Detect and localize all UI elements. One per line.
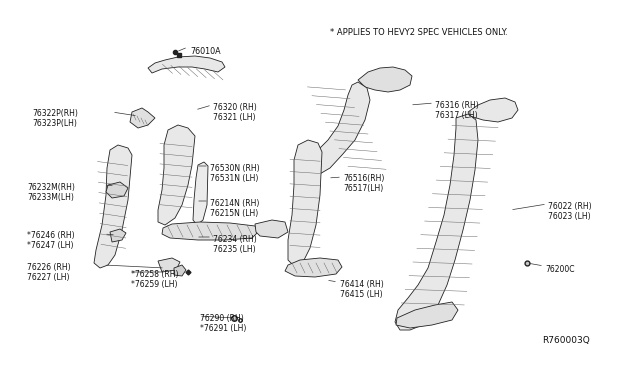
Polygon shape	[396, 302, 458, 328]
Polygon shape	[158, 258, 180, 272]
Polygon shape	[106, 182, 128, 198]
Text: 76530N (RH)
76531N (LH): 76530N (RH) 76531N (LH)	[210, 164, 260, 183]
Text: 76316 (RH)
76317 (LH): 76316 (RH) 76317 (LH)	[435, 101, 479, 121]
Text: 76234 (RH)
76235 (LH): 76234 (RH) 76235 (LH)	[213, 235, 257, 254]
Text: 76516(RH)
76517(LH): 76516(RH) 76517(LH)	[343, 174, 385, 193]
Polygon shape	[94, 145, 132, 268]
Text: 76320 (RH)
76321 (LH): 76320 (RH) 76321 (LH)	[213, 103, 257, 122]
Text: 76232M(RH)
76233M(LH): 76232M(RH) 76233M(LH)	[27, 183, 75, 202]
Polygon shape	[193, 162, 208, 225]
Text: 76290 (RH)
*76291 (LH): 76290 (RH) *76291 (LH)	[200, 314, 246, 333]
Polygon shape	[162, 222, 258, 240]
Polygon shape	[302, 82, 370, 176]
Text: * APPLIES TO HEVY2 SPEC VEHICLES ONLY.: * APPLIES TO HEVY2 SPEC VEHICLES ONLY.	[330, 28, 508, 37]
Text: 76200C: 76200C	[545, 265, 575, 274]
Polygon shape	[158, 125, 195, 225]
Text: *76258 (RH)
*76259 (LH): *76258 (RH) *76259 (LH)	[131, 270, 179, 289]
Polygon shape	[285, 258, 342, 277]
Text: 76322P(RH)
76323P(LH): 76322P(RH) 76323P(LH)	[32, 109, 78, 128]
Text: 76226 (RH)
76227 (LH): 76226 (RH) 76227 (LH)	[27, 263, 70, 282]
Polygon shape	[174, 265, 186, 276]
Text: *76246 (RH)
*76247 (LH): *76246 (RH) *76247 (LH)	[27, 231, 75, 250]
Polygon shape	[288, 140, 322, 266]
Polygon shape	[468, 98, 518, 122]
Polygon shape	[255, 220, 288, 238]
Polygon shape	[395, 114, 478, 330]
Polygon shape	[148, 56, 225, 73]
Polygon shape	[358, 67, 412, 92]
Text: 76010A: 76010A	[190, 47, 221, 56]
Text: 76022 (RH)
76023 (LH): 76022 (RH) 76023 (LH)	[548, 202, 591, 221]
Text: 76414 (RH)
76415 (LH): 76414 (RH) 76415 (LH)	[340, 280, 384, 299]
Polygon shape	[110, 229, 126, 242]
Text: 76214N (RH)
76215N (LH): 76214N (RH) 76215N (LH)	[210, 199, 259, 218]
Text: R760003Q: R760003Q	[542, 336, 590, 345]
Polygon shape	[130, 108, 155, 128]
